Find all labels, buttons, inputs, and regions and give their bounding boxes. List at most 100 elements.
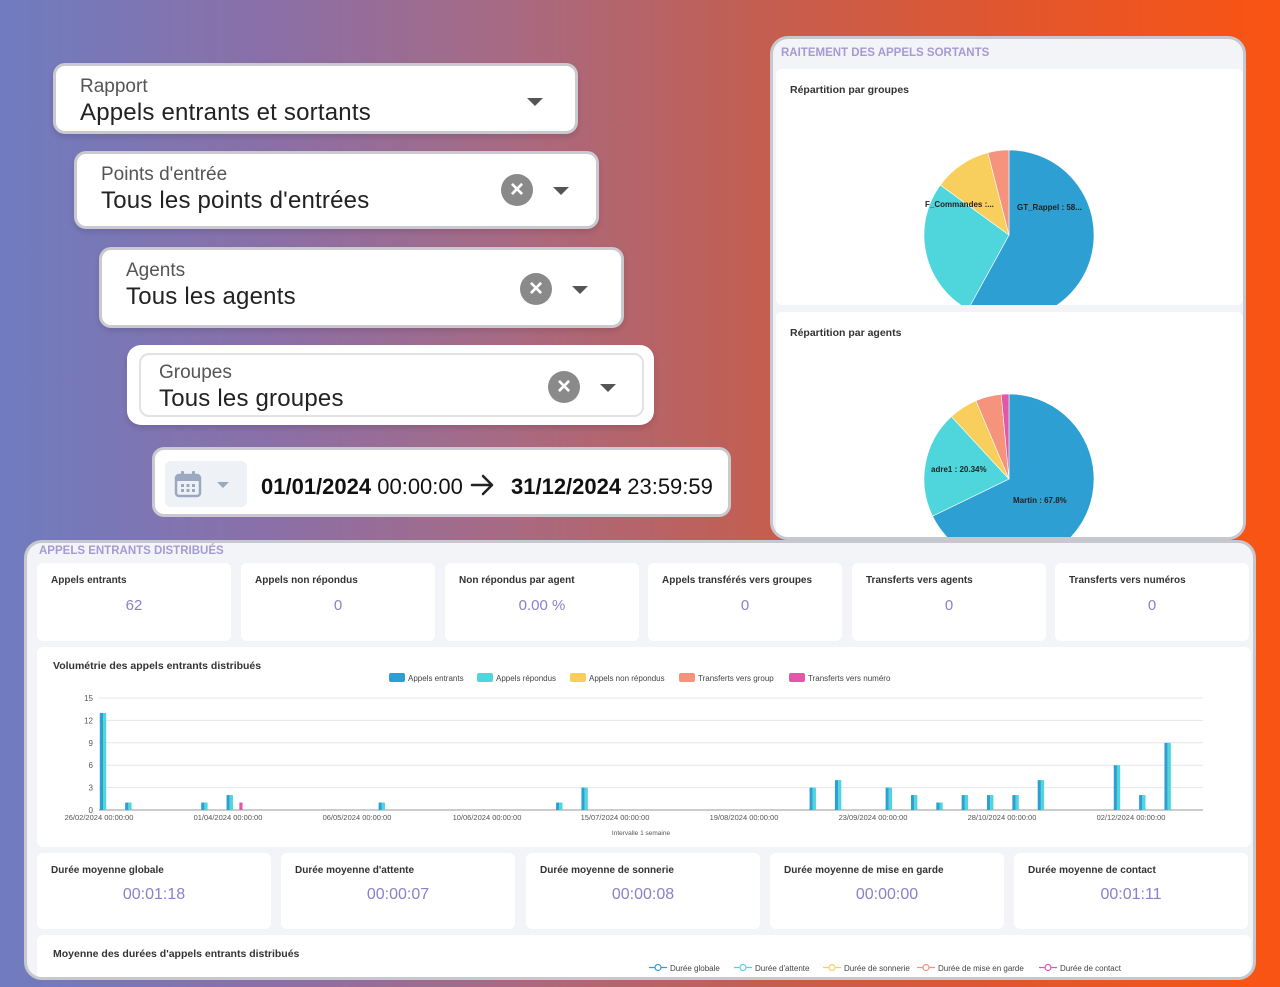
clear-icon[interactable]: × bbox=[520, 273, 552, 305]
clear-icon[interactable]: × bbox=[501, 174, 533, 206]
avg-legend-item[interactable]: Durée d'attente bbox=[734, 963, 809, 973]
bar-appels-entrants[interactable] bbox=[987, 795, 991, 810]
avg-legend-item[interactable]: Durée de sonnerie bbox=[823, 963, 910, 973]
bar-appels-r-pondus[interactable] bbox=[1167, 742, 1171, 810]
pie-slice-adre1[interactable] bbox=[923, 416, 1010, 517]
agents-select[interactable]: Agents Tous les agents × bbox=[99, 247, 624, 328]
x-tick-label: 26/02/2024 00:00:00 bbox=[65, 813, 134, 822]
avg-legend-item[interactable]: Durée globale bbox=[649, 963, 720, 973]
pie-slice-f-commandes[interactable] bbox=[923, 184, 1010, 305]
legend-item[interactable]: Transferts vers group bbox=[679, 673, 774, 683]
y-tick-label: 3 bbox=[89, 784, 94, 793]
rapport-select[interactable]: Rapport Appels entrants et sortants bbox=[53, 63, 578, 134]
bar-appels-entrants[interactable] bbox=[125, 802, 129, 810]
end-datetime[interactable]: 31/12/2024 23:59:59 bbox=[511, 474, 713, 500]
kpi-card: Appels transférés vers groupes 0 bbox=[648, 563, 842, 641]
bar-appels-r-pondus[interactable] bbox=[838, 780, 842, 810]
bar-appels-r-pondus[interactable] bbox=[128, 802, 132, 810]
calendar-button[interactable] bbox=[165, 461, 247, 507]
volume-chart-title: Volumétrie des appels entrants distribué… bbox=[53, 660, 262, 672]
groupes-select-field[interactable] bbox=[139, 353, 644, 417]
x-tick-label: 10/06/2024 00:00:00 bbox=[453, 813, 522, 822]
bar-appels-entrants[interactable] bbox=[581, 787, 585, 810]
bar-appels-r-pondus[interactable] bbox=[229, 795, 233, 810]
bar-appels-entrants[interactable] bbox=[1113, 765, 1117, 810]
bar-appels-r-pondus[interactable] bbox=[914, 795, 918, 810]
duration-label: Durée moyenne de sonnerie bbox=[540, 865, 674, 876]
chevron-down-icon[interactable] bbox=[527, 98, 543, 106]
chevron-down-icon[interactable] bbox=[600, 384, 616, 392]
legend-swatch bbox=[570, 673, 586, 682]
groups-pie-card: Répartition par groupes GT_Rappel : 58..… bbox=[776, 69, 1243, 305]
x-tick-label: 28/10/2024 00:00:00 bbox=[968, 813, 1037, 822]
pie-slice-martin[interactable] bbox=[932, 393, 1095, 538]
avg-legend-item[interactable]: Durée de mise en garde bbox=[917, 963, 1024, 973]
bar-appels-entrants[interactable] bbox=[99, 712, 103, 810]
duration-card: Durée moyenne de mise en garde 00:00:00 bbox=[770, 853, 1004, 929]
kpi-label: Non répondus par agent bbox=[459, 575, 575, 586]
legend-item[interactable]: Appels entrants bbox=[389, 673, 464, 683]
agents-label: Agents bbox=[126, 260, 186, 281]
bar-transferts-vers-num-ro[interactable] bbox=[239, 802, 243, 810]
kpi-label: Appels transférés vers groupes bbox=[662, 575, 813, 586]
bar-appels-r-pondus[interactable] bbox=[812, 787, 816, 810]
points-entree-select[interactable]: Points d'entrée Tous les points d'entrée… bbox=[74, 151, 599, 229]
bar-appels-entrants[interactable] bbox=[1012, 795, 1016, 810]
groupes-select[interactable]: Groupes Tous les groupes × bbox=[127, 345, 654, 425]
bar-appels-entrants[interactable] bbox=[834, 780, 839, 810]
agents-pie-chart: Martin : 67.8% adre1 : 20.34% bbox=[923, 393, 1095, 538]
chevron-down-icon[interactable] bbox=[553, 187, 569, 195]
bar-appels-r-pondus[interactable] bbox=[939, 802, 943, 810]
bar-appels-entrants[interactable] bbox=[885, 787, 889, 810]
bar-appels-r-pondus[interactable] bbox=[103, 712, 107, 810]
bar-appels-r-pondus[interactable] bbox=[1142, 795, 1146, 810]
chevron-down-icon bbox=[217, 482, 229, 488]
bar-appels-r-pondus[interactable] bbox=[381, 802, 386, 810]
legend-item[interactable]: Transferts vers numéro bbox=[789, 673, 890, 683]
legend-item[interactable]: Appels répondus bbox=[477, 673, 556, 683]
avg-legend-item[interactable]: Durée de contact bbox=[1039, 963, 1121, 973]
bar-appels-entrants[interactable] bbox=[961, 795, 965, 810]
pie-slice-gt-rappel[interactable] bbox=[968, 149, 1095, 305]
bar-appels-entrants[interactable] bbox=[556, 802, 560, 810]
bar-appels-entrants[interactable] bbox=[1139, 795, 1143, 810]
bar-appels-r-pondus[interactable] bbox=[1015, 795, 1019, 810]
bar-appels-entrants[interactable] bbox=[1164, 742, 1168, 810]
bar-appels-r-pondus[interactable] bbox=[559, 802, 563, 810]
bar-appels-entrants[interactable] bbox=[809, 787, 813, 810]
kpi-value: 0.00 % bbox=[518, 597, 566, 614]
bar-appels-r-pondus[interactable] bbox=[990, 795, 994, 810]
start-time: 00:00:00 bbox=[377, 474, 463, 499]
bar-appels-r-pondus[interactable] bbox=[1040, 780, 1045, 810]
avg-legend-label: Durée de contact bbox=[1060, 964, 1121, 973]
bar-appels-r-pondus[interactable] bbox=[888, 787, 893, 810]
pie-label: GT_Rappel : 58... bbox=[1017, 203, 1082, 212]
bar-appels-r-pondus[interactable] bbox=[204, 802, 208, 810]
legend-item[interactable]: Appels non répondus bbox=[570, 673, 665, 683]
bar-appels-entrants[interactable] bbox=[226, 795, 230, 810]
kpi-value: 0 bbox=[333, 597, 343, 614]
bar-appels-entrants[interactable] bbox=[936, 802, 940, 810]
bar-appels-entrants[interactable] bbox=[378, 802, 382, 810]
bar-appels-entrants[interactable] bbox=[910, 795, 915, 810]
start-datetime[interactable]: 01/01/2024 00:00:00 bbox=[261, 474, 463, 500]
pie-slice-groupe-4[interactable] bbox=[987, 149, 1010, 236]
date-range-picker[interactable]: 01/01/2024 00:00:00 31/12/2024 23:59:59 bbox=[152, 447, 731, 517]
bar-appels-r-pondus[interactable] bbox=[584, 787, 588, 810]
bar-appels-r-pondus[interactable] bbox=[964, 795, 969, 810]
duration-card: Durée moyenne globale 00:01:18 bbox=[37, 853, 271, 929]
bar-appels-entrants[interactable] bbox=[1037, 780, 1041, 810]
duration-label: Durée moyenne de contact bbox=[1028, 865, 1156, 876]
duration-label: Durée moyenne de mise en garde bbox=[784, 865, 944, 876]
calendar-icon bbox=[174, 471, 202, 498]
rapport-label: Rapport bbox=[80, 76, 148, 97]
points-entree-value: Tous les points d'entrées bbox=[101, 187, 370, 214]
kpi-card: Transferts vers numéros 0 bbox=[1055, 563, 1249, 641]
pie-label: adre1 : 20.34% bbox=[931, 465, 987, 474]
bar-appels-r-pondus[interactable] bbox=[1116, 765, 1121, 810]
chevron-down-icon[interactable] bbox=[572, 286, 588, 294]
clear-icon[interactable]: × bbox=[548, 371, 580, 403]
pie-slice-agent-5[interactable] bbox=[1000, 393, 1010, 480]
outgoing-calls-panel: RAITEMENT DES APPELS SORTANTS Répartitio… bbox=[770, 36, 1246, 540]
bar-appels-entrants[interactable] bbox=[201, 802, 205, 810]
